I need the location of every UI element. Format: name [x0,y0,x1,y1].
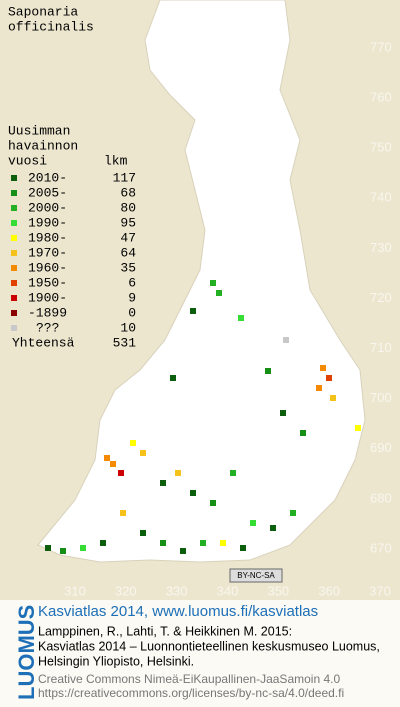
species-name: Saponaria [8,4,78,19]
legend-count-heading: lkm [104,153,128,168]
brand: LUOMUS [14,605,39,700]
badge-box [229,568,283,583]
legend-swatch [11,190,17,196]
legend-swatch [11,175,17,181]
finland-outline [37,0,366,563]
grid-y-label: 690 [370,440,392,455]
citation: Helsingin Yliopisto, Helsinki. [38,654,194,668]
legend-label: 1990- [28,215,67,230]
grid-y-label: 750 [370,140,392,155]
citation: Kasviatlas 2014 – Luonnontieteellinen ke… [38,639,380,653]
grid-y-label: 730 [370,240,392,255]
grid-x-label: 350 [267,583,289,598]
legend-swatch [11,295,17,301]
legend-count: 80 [120,200,136,215]
grid-x-label: 320 [115,583,137,598]
license: https://creativecommons.org/licenses/by-… [38,686,344,700]
legend-heading: havainnon [8,138,78,153]
legend-count: 35 [120,260,136,275]
legend-swatch [11,265,17,271]
license: Creative Commons Nimeä-EiKaupallinen-Jaa… [38,672,340,686]
legend-total: 531 [113,335,137,350]
legend-count: 6 [128,275,136,290]
grid-y-label: 740 [370,190,392,205]
legend-swatch [11,220,17,226]
grid-x-label: 330 [166,583,188,598]
legend-swatch [11,325,17,331]
legend-label: -1899 [28,305,67,320]
grid-y-label: 680 [370,490,392,505]
legend-label: 1900- [28,290,67,305]
legend-heading: vuosi [8,153,47,168]
legend-swatch [11,310,17,316]
legend-count: 64 [120,245,136,260]
legend-swatch [11,235,17,241]
legend-label: 1980- [28,230,67,245]
grid-y-label: 710 [370,340,392,355]
grid-y-label: 770 [370,39,392,54]
headline: Kasviatlas 2014, www.luomus.fi/kasviatla… [38,603,318,620]
grid-y-label: 760 [370,90,392,105]
license-badge: BY-NC-SA [229,568,283,583]
legend-heading: Uusimman [8,123,70,138]
grid-x-label: 340 [217,583,239,598]
grid-x-label: 360 [318,583,340,598]
legend-label: 2000- [28,200,67,215]
legend-label: 2005- [28,185,67,200]
grid-y-label: 720 [370,290,392,305]
legend-label: 1970- [28,245,67,260]
legend-total-label: Yhteensä [12,335,75,350]
badge-text: BY-NC-SA [237,571,275,580]
grid-y-label: 700 [370,390,392,405]
legend-count: 0 [128,305,136,320]
legend-label: 1950- [28,275,67,290]
citation: Lamppinen, R., Lahti, T. & Heikkinen M. … [38,624,292,638]
grid-x-label: 370 [369,583,391,598]
grid-x-label: 310 [64,583,86,598]
legend-swatch [11,205,17,211]
footer-background [0,600,400,702]
legend-label: ??? [36,320,59,335]
legend-label: 1960- [28,260,67,275]
legend-count: 10 [120,320,136,335]
legend-swatch [11,250,17,256]
legend-count: 9 [128,290,136,305]
legend-count: 117 [113,170,136,185]
legend-label: 2010- [28,170,67,185]
grid-y-label: 670 [370,540,392,555]
observation-squares [45,280,361,554]
legend-count: 47 [120,230,136,245]
legend: 2010- 117 2005- 68 2000- 80 1990- 95 1980- 47 1970… [11,170,136,350]
species-name: officinalis [8,19,94,34]
legend-swatch [11,280,17,286]
legend-count: 68 [120,185,136,200]
legend-count: 95 [120,215,136,230]
